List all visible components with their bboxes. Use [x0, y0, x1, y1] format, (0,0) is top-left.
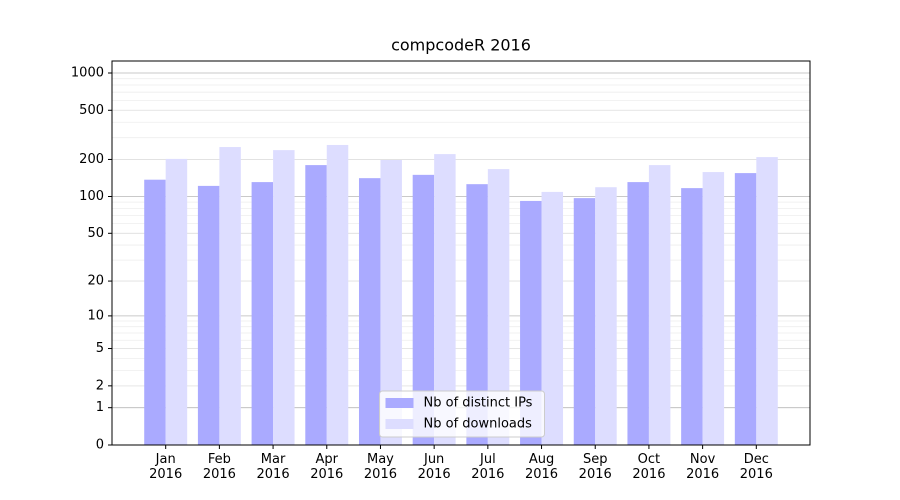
legend-swatch [385, 419, 414, 429]
bar [358, 178, 381, 445]
bar [702, 172, 725, 445]
x-tick-label: Dec 2016 [739, 452, 773, 482]
x-tick-label: Sep 2016 [578, 452, 612, 482]
bar [219, 147, 241, 445]
bar [434, 154, 456, 446]
bar [627, 182, 649, 445]
bar [487, 169, 510, 446]
y-tick-label: 0 [96, 438, 104, 453]
bar [326, 144, 349, 445]
bar [756, 157, 778, 445]
bar [541, 191, 564, 445]
bar [380, 159, 402, 445]
legend: Nb of distinct IPs Nb of downloads [379, 390, 545, 438]
x-tick-label: Jun 2016 [417, 452, 451, 482]
x-tick-label: Mar 2016 [256, 452, 290, 482]
bar [681, 188, 703, 445]
bar [648, 165, 671, 445]
x-tick-label: May 2016 [363, 452, 397, 482]
y-tick-label: 5 [96, 341, 104, 356]
legend-label: Nb of distinct IPs [424, 396, 533, 411]
y-tick-label: 100 [79, 189, 104, 204]
y-tick-label: 20 [87, 274, 104, 289]
y-tick-label: 2 [96, 378, 104, 393]
bar [520, 200, 542, 445]
y-tick-label: 1000 [71, 66, 104, 81]
y-tick-label: 1 [96, 400, 104, 415]
plot-frame [111, 60, 811, 446]
chart-title: compcodeR 2016 [391, 36, 531, 55]
y-tick-label: 200 [79, 152, 104, 167]
bar [165, 158, 188, 446]
x-tick-label: Jul 2016 [471, 452, 505, 482]
x-tick-label: Oct 2016 [632, 452, 666, 482]
y-tick-label: 500 [79, 103, 104, 118]
bar [197, 185, 220, 445]
bar [144, 179, 166, 445]
x-tick-label: Apr 2016 [310, 452, 344, 482]
bar [273, 150, 295, 445]
legend-label: Nb of downloads [424, 417, 533, 432]
bar [251, 182, 274, 445]
legend-box [379, 390, 545, 438]
bar [595, 187, 617, 445]
bar [305, 165, 327, 445]
bar [466, 184, 488, 445]
x-tick-label: Aug 2016 [524, 452, 559, 482]
legend-swatch [385, 398, 414, 408]
x-tick-label: Nov 2016 [686, 452, 720, 482]
bar [734, 173, 757, 445]
bar [573, 198, 596, 445]
y-tick-label: 10 [87, 308, 104, 323]
x-tick-label: Feb 2016 [202, 452, 236, 482]
bar [412, 174, 435, 445]
x-tick-label: Jan 2016 [149, 452, 183, 482]
y-tick-label: 50 [87, 226, 104, 241]
